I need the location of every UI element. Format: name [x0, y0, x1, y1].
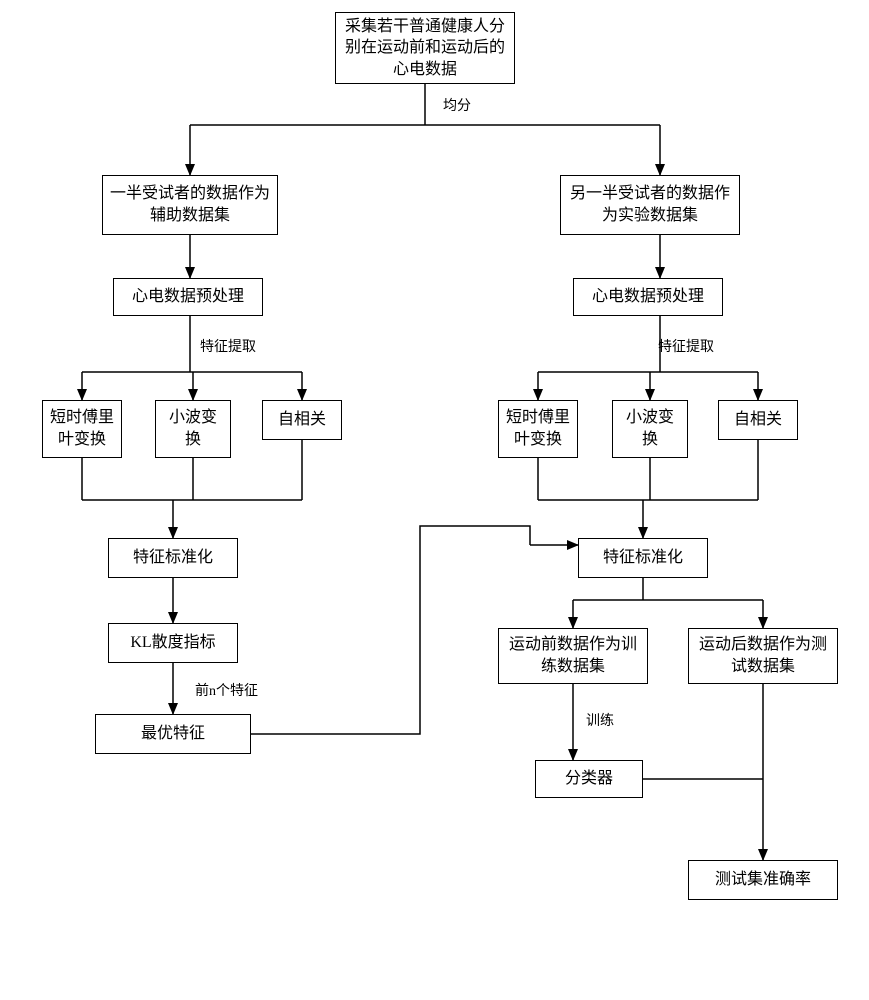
- node-text: 短时傅里叶变换: [505, 407, 571, 450]
- node-right_exp: 另一半受试者的数据作为实验数据集: [560, 175, 740, 235]
- node-r_stft: 短时傅里叶变换: [498, 400, 578, 458]
- node-text: 特征标准化: [603, 547, 683, 569]
- node-text: 小波变换: [162, 407, 224, 450]
- node-opt_feat: 最优特征: [95, 714, 251, 754]
- node-left_aux: 一半受试者的数据作为辅助数据集: [102, 175, 278, 235]
- node-classifier: 分类器: [535, 760, 643, 798]
- node-text: 自相关: [278, 409, 326, 431]
- node-left_norm: 特征标准化: [108, 538, 238, 578]
- node-text: 小波变换: [619, 407, 681, 450]
- node-train_set: 运动前数据作为训练数据集: [498, 628, 648, 684]
- node-text: 采集若干普通健康人分别在运动前和运动后的心电数据: [342, 16, 508, 81]
- node-text: KL散度指标: [130, 632, 215, 654]
- node-r_wavelet: 小波变换: [612, 400, 688, 458]
- node-test_set: 运动后数据作为测试数据集: [688, 628, 838, 684]
- node-r_autocorr: 自相关: [718, 400, 798, 440]
- node-text: 心电数据预处理: [592, 286, 704, 308]
- node-text: 运动前数据作为训练数据集: [505, 634, 641, 677]
- node-kl: KL散度指标: [108, 623, 238, 663]
- edge-label-text: 均分: [443, 99, 471, 114]
- edge-label-l_feat_ext: 特征提取: [200, 336, 256, 356]
- node-text: 一半受试者的数据作为辅助数据集: [109, 183, 271, 226]
- node-l_stft: 短时傅里叶变换: [42, 400, 122, 458]
- edge-label-text: 训练: [586, 714, 614, 729]
- node-right_norm: 特征标准化: [578, 538, 708, 578]
- edge-label-split: 均分: [443, 95, 471, 115]
- edge-label-text: 特征提取: [200, 340, 256, 355]
- node-text: 自相关: [734, 409, 782, 431]
- edge-label-text: 特征提取: [658, 340, 714, 355]
- node-right_pre: 心电数据预处理: [573, 278, 723, 316]
- node-text: 测试集准确率: [715, 869, 811, 891]
- node-text: 心电数据预处理: [132, 286, 244, 308]
- node-l_autocorr: 自相关: [262, 400, 342, 440]
- edge-label-top_n: 前n个特征: [195, 680, 258, 700]
- node-text: 短时傅里叶变换: [49, 407, 115, 450]
- node-text: 运动后数据作为测试数据集: [695, 634, 831, 677]
- node-text: 另一半受试者的数据作为实验数据集: [567, 183, 733, 226]
- node-accuracy: 测试集准确率: [688, 860, 838, 900]
- edge-label-text: 前n个特征: [195, 684, 258, 699]
- node-text: 特征标准化: [133, 547, 213, 569]
- node-left_pre: 心电数据预处理: [113, 278, 263, 316]
- node-text: 最优特征: [141, 723, 205, 745]
- node-text: 分类器: [565, 768, 613, 790]
- node-l_wavelet: 小波变换: [155, 400, 231, 458]
- node-top: 采集若干普通健康人分别在运动前和运动后的心电数据: [335, 12, 515, 84]
- edge-label-train: 训练: [586, 710, 614, 730]
- edge-label-r_feat_ext: 特征提取: [658, 336, 714, 356]
